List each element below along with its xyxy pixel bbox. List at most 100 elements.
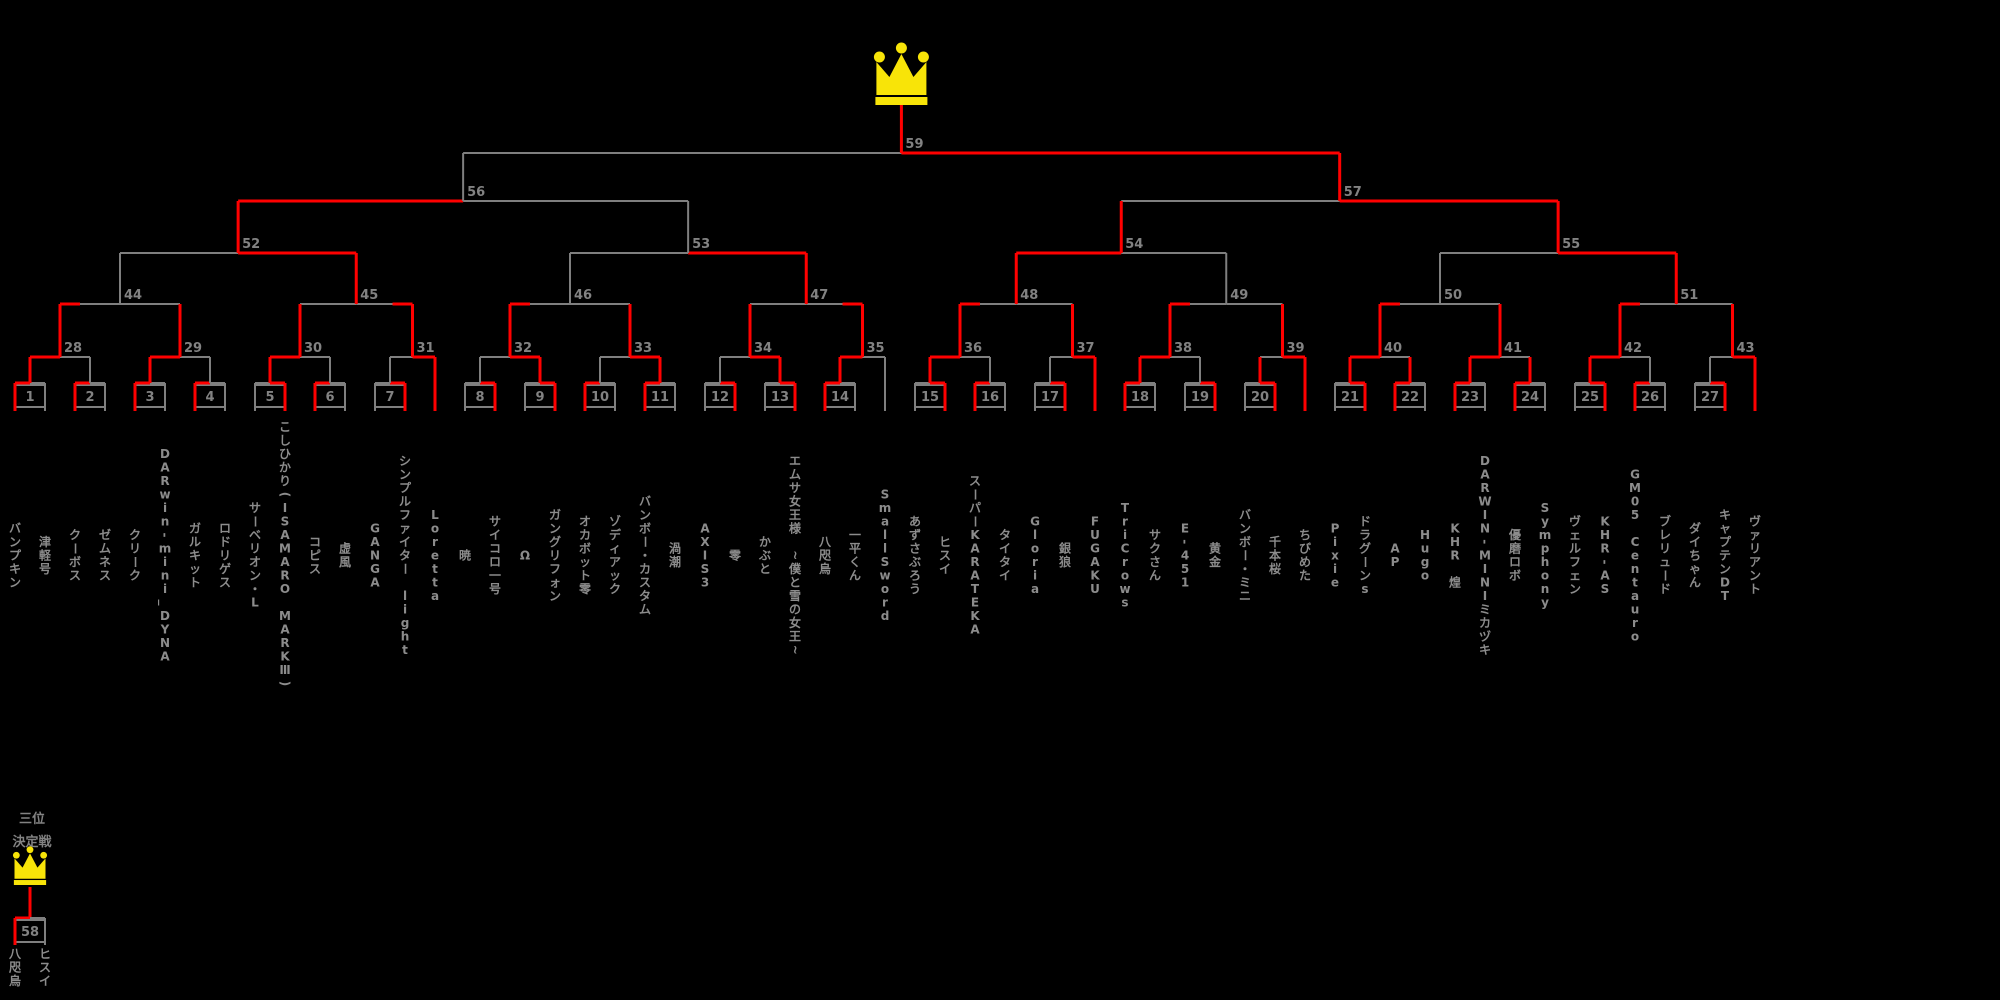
player-name-char: K <box>970 609 980 623</box>
player-name-char: i <box>1123 528 1127 542</box>
player-name-char: S <box>701 562 710 576</box>
player-name-char: ェ <box>1569 569 1581 583</box>
match-number: 決定戦 <box>12 834 52 850</box>
player-name-char: ク <box>609 582 621 596</box>
player-name-char: I <box>1483 508 1487 522</box>
player-name-char: S <box>1601 582 1610 596</box>
match-number: 42 <box>1624 341 1642 356</box>
champion-crown-icon <box>873 42 929 105</box>
player-name-char: ン <box>9 535 21 549</box>
player-name-char: F <box>1091 515 1099 529</box>
match-number: 29 <box>184 341 202 356</box>
player-name-char: ー <box>1658 569 1672 581</box>
player-name-char: p <box>1541 542 1550 556</box>
player-name-char: タ <box>999 528 1011 542</box>
player-name-char: リ <box>1659 542 1671 556</box>
player-name-char: S <box>881 488 890 502</box>
player-name-char: ラ <box>1359 528 1371 542</box>
match-34: 34 <box>719 304 782 383</box>
player-name-char: i <box>1333 535 1337 549</box>
player-name-char: ォ <box>549 575 561 589</box>
player-name-char: パ <box>969 501 981 515</box>
player-name-char: ヅ <box>1479 628 1491 643</box>
player-name-char: r <box>1122 555 1128 569</box>
player-name-char: ン <box>9 575 21 589</box>
player-name-char: r <box>882 596 888 610</box>
player-name-char: x <box>1331 548 1339 562</box>
player-name-char: キ <box>1479 643 1491 657</box>
player-name-char: t <box>1632 575 1638 589</box>
player-name-char: T <box>1121 501 1130 515</box>
player-name-char: i <box>403 602 407 616</box>
match-number: 12 <box>711 390 729 405</box>
match-number: 21 <box>1341 390 1359 405</box>
player-name-char: 風 <box>339 555 351 569</box>
player-name-char: 軽 <box>39 547 52 562</box>
player-name-char: ュ <box>1659 555 1671 569</box>
match-number: 15 <box>921 390 939 405</box>
match-44: 44 <box>58 288 182 357</box>
player-name-char: ロ <box>1509 555 1521 569</box>
match-number: 43 <box>1737 341 1755 356</box>
player-name-char: R <box>280 569 289 583</box>
player-name-char: ク <box>129 528 141 542</box>
player-name: コピス <box>309 535 321 576</box>
player-name-char: m <box>1539 528 1552 542</box>
player-name-char: ン <box>249 569 261 583</box>
player-name-char: テ <box>1719 548 1731 562</box>
player-name-char: イ <box>999 542 1011 556</box>
player-name-char: S <box>281 515 290 529</box>
player-name-char: ヒ <box>39 947 51 961</box>
player-name-char: u <box>1421 542 1430 556</box>
player-name: KHR - AS <box>1598 515 1612 597</box>
player-name-char: ん <box>1149 569 1161 583</box>
player-name-char: ン <box>1239 521 1251 535</box>
player-name-char: エ <box>789 454 801 468</box>
player-name-char: プ <box>399 480 412 495</box>
player-name-char: ー <box>968 515 982 527</box>
player-name-char: サ <box>489 515 501 529</box>
match-48: 48 <box>958 288 1074 357</box>
player-name-char: ン <box>399 467 411 481</box>
player-name-char: リ <box>219 548 231 562</box>
player-name-char: r <box>1632 616 1638 630</box>
player-name-char: ム <box>639 602 651 616</box>
player-name-char: M <box>1629 481 1641 495</box>
player-name-char: 八 <box>818 535 832 549</box>
match-number: 26 <box>1641 390 1659 405</box>
player-name-char: 雪 <box>789 589 801 603</box>
player-name-char: ー <box>248 515 262 527</box>
player-name-char: G <box>370 562 380 576</box>
player-name-char: ち <box>1299 528 1311 542</box>
player-name-char: ネ <box>99 555 111 569</box>
player-name-char: ゃ <box>1689 562 1701 576</box>
player-name-char: ド <box>1359 515 1371 529</box>
player-name-char: ム <box>99 542 111 556</box>
player-name-char: l <box>883 528 887 542</box>
crown-icon <box>12 846 48 885</box>
player-name-char: ボ <box>579 541 591 556</box>
player-name-char: I <box>1483 562 1487 576</box>
player-name-char: l <box>1033 528 1037 542</box>
player-name-char: o <box>1541 569 1549 583</box>
match-number: 44 <box>124 288 142 303</box>
player-name: 渦潮 <box>669 541 681 570</box>
player-name-char: S <box>881 555 890 569</box>
player-name-char: 王 <box>789 629 801 643</box>
player-name-char: ク <box>1149 542 1161 556</box>
match-number: 1 <box>25 390 34 405</box>
